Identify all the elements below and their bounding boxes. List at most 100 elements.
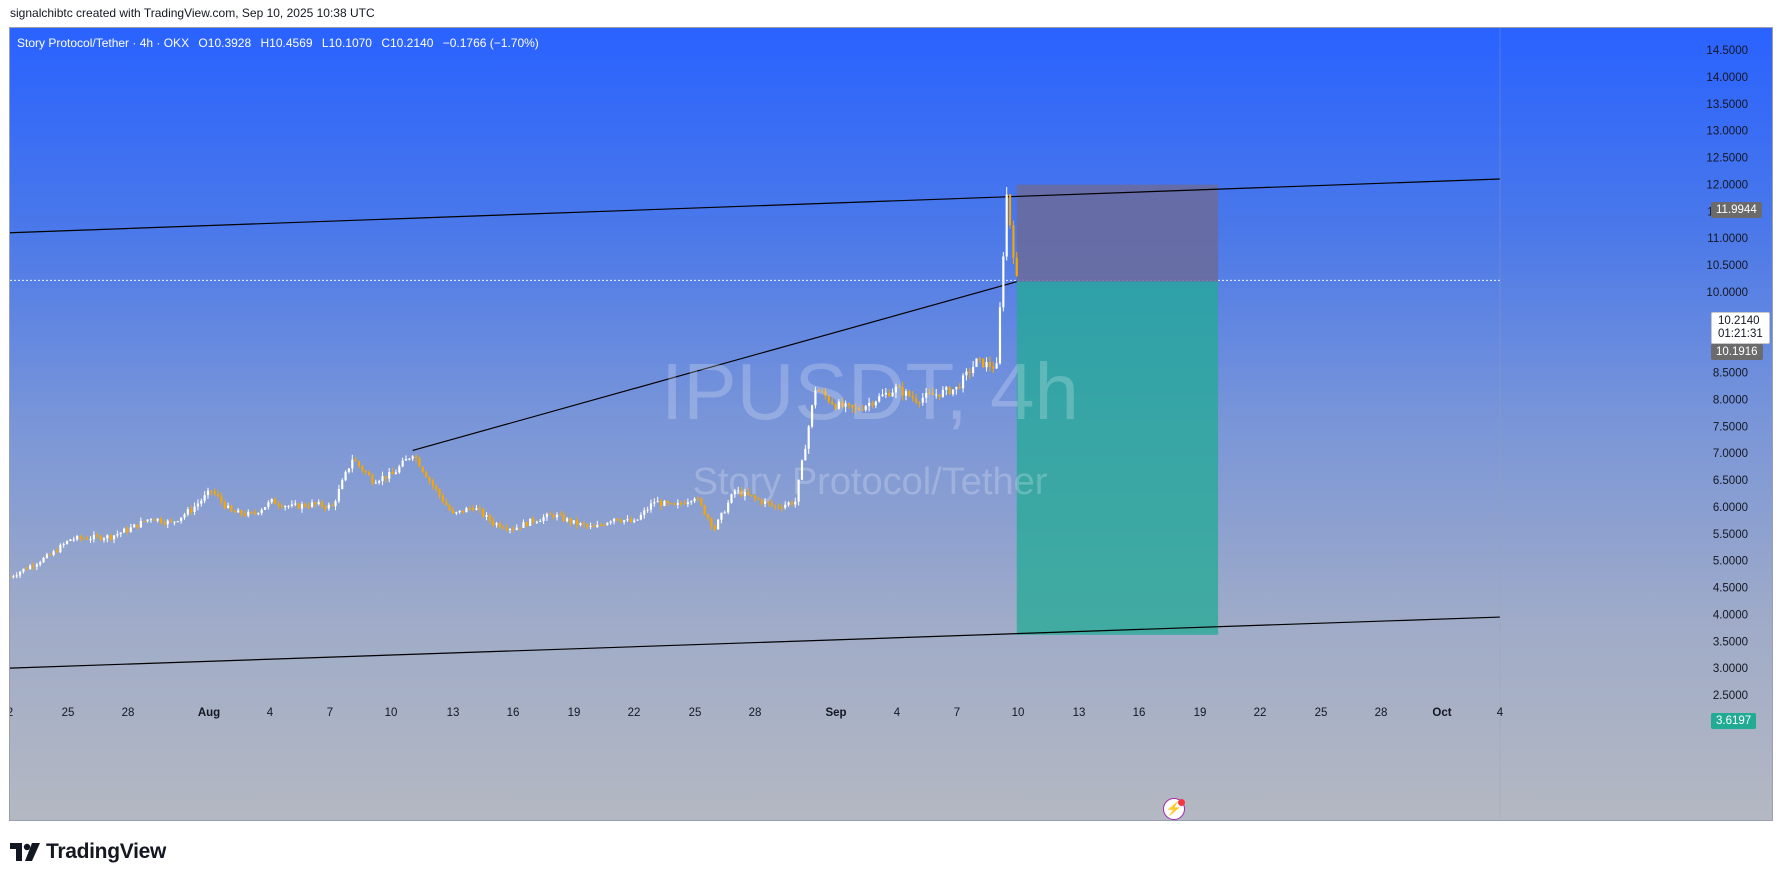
candle-body [421,466,424,472]
candle-body [938,394,941,397]
candle-body [257,513,260,515]
candle-body [156,518,159,521]
candle-body [619,520,622,522]
low-value: 10.1070 [328,36,372,50]
price-axis-label: 4.5000 [1713,583,1748,595]
candle-body [263,507,267,510]
candle-body [542,517,545,522]
time-axis-label: 13 [447,707,460,719]
current-price-tag: 10.2140 01:21:31 [1711,312,1770,344]
candle-body [794,501,797,505]
price-axis-label: 14.0000 [1706,72,1748,84]
low-key: L [321,36,329,50]
open-key: O [198,36,208,50]
time-axis-label: 19 [1194,707,1207,719]
candle-body [643,510,646,515]
candle-body [287,506,290,508]
time-axis-label: 2 [10,707,13,719]
candle-body [247,511,250,516]
notification-dot [1178,799,1185,806]
price-axis-label: 8.5000 [1713,368,1748,380]
candle-body [629,519,632,523]
candle-body [307,506,310,508]
candle-body [495,523,498,526]
candle-body [193,506,196,512]
candle-body [220,496,223,502]
candle-body [10,576,12,578]
candle-body [784,504,787,508]
candle-body [659,501,663,506]
candle-body [763,501,767,504]
candle-body [911,396,914,399]
time-axis-label: 4 [267,707,274,719]
candle-body [136,524,139,528]
candle-body [982,358,985,368]
candle-body [445,501,448,506]
candle-body [770,502,773,506]
stop-loss-zone[interactable] [1016,184,1219,282]
candle-body [1005,194,1008,257]
candle-body [918,402,921,404]
candle-body [878,396,881,402]
trendline-inner[interactable] [412,281,1017,452]
candle-body [874,401,877,406]
candle-body [69,539,72,541]
trendline-lower[interactable] [10,616,1501,669]
take-profit-zone[interactable] [1016,281,1219,635]
candle-body [512,529,515,531]
candle-body [294,503,297,505]
candle-body [139,520,142,528]
candle-body [612,518,616,522]
trendline-upper[interactable] [10,178,1501,234]
candle-body [841,401,844,407]
candle-body [173,521,176,523]
candle-body [126,528,129,532]
candle-body [931,393,934,395]
chart-background [10,28,1772,820]
time-axis-label: Aug [198,707,220,719]
candle-body [327,504,330,509]
price-axis-label: 2.5000 [1713,690,1748,702]
candle-body [790,502,794,505]
price-axis-label: 10.5000 [1706,260,1748,272]
price-chart-svg[interactable]: 14.5000 14.0000 13.5000 13.0000 12.5000 12.00… [10,28,1773,821]
tradingview-logo[interactable]: TradingView [10,840,166,864]
candle-body [945,387,948,390]
candle-body [351,459,354,469]
candle-body [898,386,901,388]
candle-body [760,499,763,504]
candle-body [988,361,992,367]
candle-body [183,514,186,518]
candle-body [683,503,686,505]
candle-body [569,518,572,524]
candle-body [310,502,314,507]
candle-body [12,576,15,578]
price-axis-label: 14.5000 [1706,45,1748,57]
candle-body [921,397,924,403]
candle-body [623,520,626,522]
candle-body [948,387,951,395]
price-axis-label: 6.0000 [1713,502,1748,514]
candle-body [478,508,481,510]
time-axis-label: 7 [954,707,960,719]
candle-body [29,565,32,570]
chart-area[interactable]: 14.5000 14.0000 13.5000 13.0000 12.5000 12.00… [9,27,1773,821]
candle-body [39,562,42,565]
candle-body [747,491,750,495]
time-axis-label: 4 [1497,707,1504,719]
time-axis-label: 28 [1375,707,1388,719]
candle-body [418,458,421,467]
candle-body [1012,225,1015,258]
candle-body [616,518,619,521]
candle-body [787,502,790,505]
candle-body [143,520,146,522]
price-axis-label: 13.0000 [1706,126,1748,138]
candle-body [821,391,824,393]
candle-body [961,375,965,389]
price-axis-label: 10.0000 [1706,287,1748,299]
symbol-name[interactable]: Story Protocol/Tether · 4h · OKX [17,36,190,50]
time-axis-label: 10 [385,707,398,719]
price-axis-label: 3.0000 [1713,663,1748,675]
candle-body [958,386,961,389]
candle-body [260,509,263,514]
